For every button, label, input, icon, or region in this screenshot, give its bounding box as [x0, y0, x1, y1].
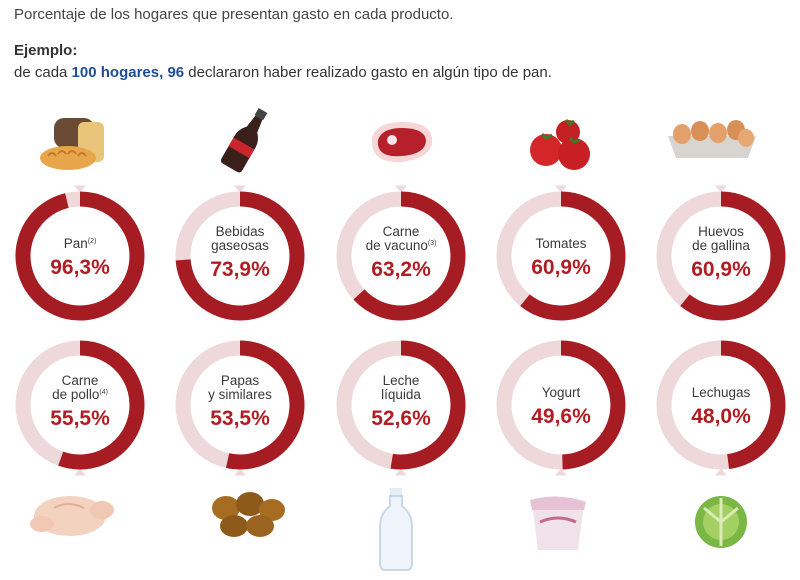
pointer-arrow-soda-bottle: [234, 185, 246, 193]
donut-label-chicken: de pollo(4): [52, 387, 108, 402]
donut-arc-steak: [353, 191, 466, 321]
donut-arc-bread: [15, 191, 145, 321]
donut-label-bread: Pan(2): [64, 236, 97, 251]
pointer-arrow-potato: [234, 468, 246, 476]
pointer-arrow-lettuce: [715, 468, 727, 476]
pointer-arrow-tomato: [555, 185, 567, 193]
pointer-arrow-milk-bottle: [395, 468, 407, 476]
donut-value-soda-bottle: 73,9%: [210, 258, 270, 281]
donut-label-tomato: Tomates: [535, 236, 586, 251]
donut-value-milk-bottle: 52,6%: [371, 407, 431, 430]
lettuce-icon: [695, 496, 747, 548]
donut-label-potato: y similares: [208, 387, 272, 402]
example-text-pre: de cada: [14, 64, 72, 81]
footnote-ref-chicken: (4): [99, 389, 108, 396]
example-highlight-households: 100 hogares,: [71, 64, 164, 81]
donut-value-potato: 53,5%: [210, 407, 270, 430]
donut-arc-egg-carton: [680, 191, 786, 321]
donut-arc-yogurt: [560, 340, 626, 470]
egg-carton-icon: [668, 120, 756, 158]
soda-bottle-icon: [220, 108, 268, 173]
pointer-arrow-egg-carton: [715, 185, 727, 193]
pointer-arrow-steak: [395, 185, 407, 193]
donut-label-egg-carton: Huevos: [698, 224, 744, 239]
steak-icon: [371, 122, 433, 163]
pointer-arrow-bread: [74, 185, 86, 193]
pointer-arrow-yogurt: [555, 468, 567, 476]
tomato-icon: [530, 118, 590, 170]
donut-arc-milk-bottle: [390, 340, 466, 470]
donut-label-milk-bottle: Leche: [383, 373, 420, 388]
donut-label-steak: de vacuno(3): [366, 238, 437, 253]
donut-arc-lettuce: [720, 340, 786, 469]
donut-label-soda-bottle: Bebidas: [216, 224, 265, 239]
donut-value-egg-carton: 60,9%: [691, 258, 751, 281]
chart-subtitle: Porcentaje de los hogares que presentan …: [14, 6, 454, 23]
donut-value-tomato: 60,9%: [531, 256, 591, 279]
donut-label-lettuce: Lechugas: [692, 385, 751, 400]
donut-arc-potato: [225, 340, 305, 470]
footnote-ref-bread: (2): [88, 238, 97, 245]
bread-icon: [40, 118, 104, 170]
donut-label-chicken: Carne: [62, 373, 99, 388]
donut-arc-chicken: [58, 340, 145, 470]
donut-arc-soda-bottle: [175, 191, 305, 321]
yogurt-icon: [530, 496, 586, 550]
pointer-arrow-chicken: [74, 468, 86, 476]
example-highlight-count: 96: [167, 64, 185, 81]
donut-value-bread: 96,3%: [50, 256, 110, 279]
donut-value-steak: 63,2%: [371, 258, 431, 281]
donut-value-chicken: 55,5%: [50, 407, 110, 430]
donut-label-steak: Carne: [383, 224, 420, 239]
potato-icon: [212, 492, 285, 537]
donut-value-lettuce: 48,0%: [691, 405, 751, 428]
donut-arc-tomato: [520, 191, 626, 321]
example-text-post: declararon haber realizado gasto en algú…: [184, 64, 552, 81]
donut-label-egg-carton: de gallina: [692, 238, 750, 253]
donut-label-milk-bottle: líquida: [381, 387, 421, 402]
donut-label-yogurt: Yogurt: [542, 385, 581, 400]
example-text: de cada 100 hogares, 96 declararon haber…: [14, 64, 552, 81]
donut-label-soda-bottle: gaseosas: [211, 238, 269, 253]
chicken-icon: [30, 496, 114, 536]
milk-bottle-icon: [379, 488, 413, 571]
donut-value-yogurt: 49,6%: [531, 405, 591, 428]
footnote-ref-steak: (3): [428, 240, 437, 247]
donut-label-potato: Papas: [221, 373, 260, 388]
example-label: Ejemplo:: [14, 42, 78, 59]
